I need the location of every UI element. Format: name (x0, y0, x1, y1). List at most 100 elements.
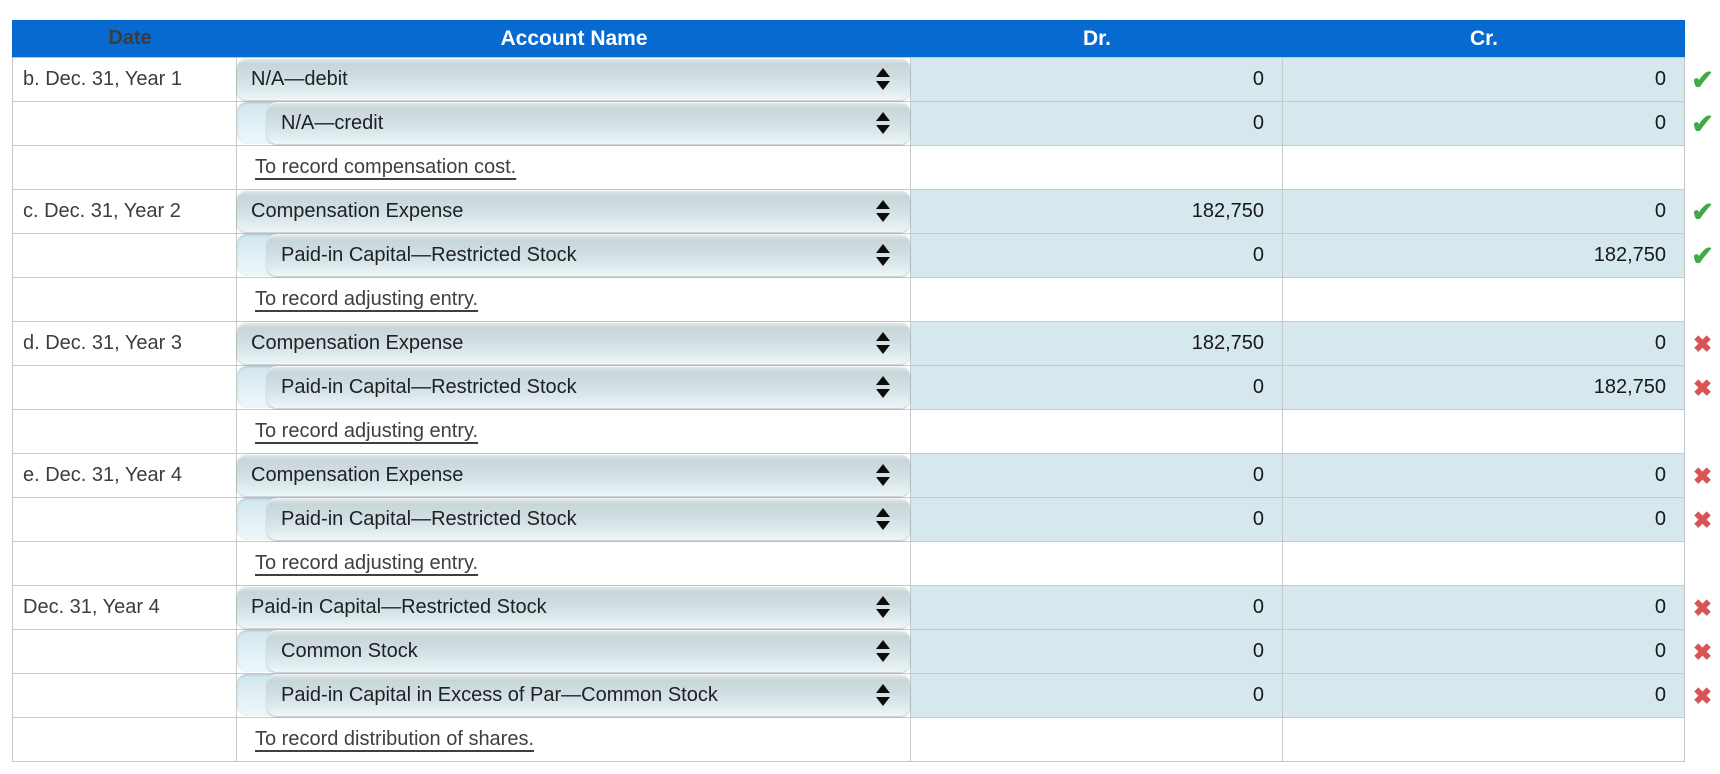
cr-input[interactable]: 0 (1283, 322, 1685, 366)
memo-text: To record adjusting entry. (255, 552, 479, 574)
date-cell: e. Dec. 31, Year 4 (12, 454, 237, 498)
up-down-arrows-icon (876, 508, 890, 530)
account-select[interactable]: Common Stock (267, 630, 910, 672)
dr-input[interactable]: 0 (911, 102, 1283, 146)
down-arrow-icon (876, 345, 890, 354)
dr-input[interactable]: 0 (911, 498, 1283, 542)
cross-icon: ✖ (1692, 682, 1713, 709)
dr-input[interactable]: 0 (911, 234, 1283, 278)
up-down-arrows-icon (876, 112, 890, 134)
cr-input[interactable]: 0 (1283, 58, 1685, 102)
dr-cell-empty (911, 146, 1283, 190)
dr-input[interactable]: 0 (911, 674, 1283, 718)
table-row: Paid-in Capital—Restricted Stock 0 0 ✖ (12, 498, 1720, 542)
account-select-label: N/A—credit (281, 111, 384, 134)
cr-input[interactable]: 182,750 (1283, 366, 1685, 410)
up-arrow-icon (876, 112, 890, 121)
dr-input[interactable]: 0 (911, 366, 1283, 410)
cr-input[interactable]: 0 (1283, 498, 1685, 542)
status-cell (1685, 278, 1720, 322)
memo-text: To record adjusting entry. (255, 420, 479, 442)
status-cell: ✖ (1685, 454, 1720, 498)
up-down-arrows-icon (876, 640, 890, 662)
cr-input[interactable]: 182,750 (1283, 234, 1685, 278)
memo-cell: To record adjusting entry. (237, 542, 911, 586)
dr-input[interactable]: 0 (911, 586, 1283, 630)
check-icon: ✔ (1691, 64, 1714, 95)
status-cell: ✔ (1685, 102, 1720, 146)
up-down-arrows-icon (876, 684, 890, 706)
status-cell: ✔ (1685, 58, 1720, 102)
account-select[interactable]: Compensation Expense (237, 190, 910, 232)
account-select[interactable]: Paid-in Capital in Excess of Par—Common … (267, 674, 910, 716)
dr-input[interactable]: 0 (911, 454, 1283, 498)
status-cell (1685, 410, 1720, 454)
cross-icon: ✖ (1692, 506, 1713, 533)
memo-cell: To record distribution of shares. (237, 718, 911, 762)
account-cell: Compensation Expense (237, 322, 911, 366)
date-cell (12, 146, 237, 190)
cr-cell-empty (1283, 542, 1685, 586)
up-arrow-icon (876, 244, 890, 253)
date-cell: b. Dec. 31, Year 1 (12, 58, 237, 102)
table-row: c. Dec. 31, Year 2 Compensation Expense 18… (12, 190, 1720, 234)
account-select[interactable]: Paid-in Capital—Restricted Stock (237, 586, 910, 628)
account-cell: Paid-in Capital—Restricted Stock (237, 234, 911, 278)
account-select[interactable]: N/A—debit (237, 58, 910, 100)
status-cell: ✖ (1685, 322, 1720, 366)
memo-text: To record distribution of shares. (255, 728, 535, 750)
dr-cell-empty (911, 278, 1283, 322)
cr-input[interactable]: 0 (1283, 454, 1685, 498)
down-arrow-icon (876, 609, 890, 618)
cr-input[interactable]: 0 (1283, 190, 1685, 234)
table-row: To record adjusting entry. (12, 410, 1720, 454)
cross-icon: ✖ (1692, 462, 1713, 489)
up-down-arrows-icon (876, 244, 890, 266)
date-cell (12, 102, 237, 146)
journal-entry-table: Date Account Name Dr. Cr. b. Dec. 31, Ye… (12, 20, 1720, 762)
table-row: N/A—credit 0 0 ✔ (12, 102, 1720, 146)
account-select[interactable]: Paid-in Capital—Restricted Stock (267, 234, 910, 276)
status-cell: ✔ (1685, 190, 1720, 234)
date-cell: d. Dec. 31, Year 3 (12, 322, 237, 366)
account-select-label: N/A—debit (251, 67, 348, 90)
account-cell: Paid-in Capital in Excess of Par—Common … (237, 674, 911, 718)
account-select-label: Paid-in Capital—Restricted Stock (251, 595, 547, 618)
up-arrow-icon (876, 640, 890, 649)
cr-cell-empty (1283, 410, 1685, 454)
cr-input[interactable]: 0 (1283, 630, 1685, 674)
account-cell: Paid-in Capital—Restricted Stock (237, 498, 911, 542)
table-row: To record adjusting entry. (12, 278, 1720, 322)
column-header-date: Date (12, 20, 237, 58)
date-cell: c. Dec. 31, Year 2 (12, 190, 237, 234)
table-row: Paid-in Capital—Restricted Stock 0 182,750… (12, 366, 1720, 410)
down-arrow-icon (876, 81, 890, 90)
account-select[interactable]: Compensation Expense (237, 454, 910, 496)
cr-input[interactable]: 0 (1283, 102, 1685, 146)
dr-input[interactable]: 0 (911, 630, 1283, 674)
account-select-label: Paid-in Capital in Excess of Par—Common … (281, 683, 718, 706)
dr-input[interactable]: 182,750 (911, 190, 1283, 234)
dr-input[interactable]: 182,750 (911, 322, 1283, 366)
check-icon: ✔ (1691, 108, 1714, 139)
account-select[interactable]: N/A—credit (267, 102, 910, 144)
status-cell: ✖ (1685, 586, 1720, 630)
up-arrow-icon (876, 508, 890, 517)
dr-input[interactable]: 0 (911, 58, 1283, 102)
account-select[interactable]: Compensation Expense (237, 322, 910, 364)
table-row: e. Dec. 31, Year 4 Compensation Expense 0 0… (12, 454, 1720, 498)
account-select[interactable]: Paid-in Capital—Restricted Stock (267, 498, 910, 540)
account-cell: Compensation Expense (237, 454, 911, 498)
date-cell (12, 498, 237, 542)
cr-input[interactable]: 0 (1283, 674, 1685, 718)
check-icon: ✔ (1691, 196, 1714, 227)
date-cell (12, 410, 237, 454)
up-down-arrows-icon (876, 68, 890, 90)
account-select[interactable]: Paid-in Capital—Restricted Stock (267, 366, 910, 408)
account-select-label: Paid-in Capital—Restricted Stock (281, 243, 577, 266)
date-cell (12, 542, 237, 586)
down-arrow-icon (876, 257, 890, 266)
status-cell: ✖ (1685, 498, 1720, 542)
cr-input[interactable]: 0 (1283, 586, 1685, 630)
date-cell (12, 718, 237, 762)
